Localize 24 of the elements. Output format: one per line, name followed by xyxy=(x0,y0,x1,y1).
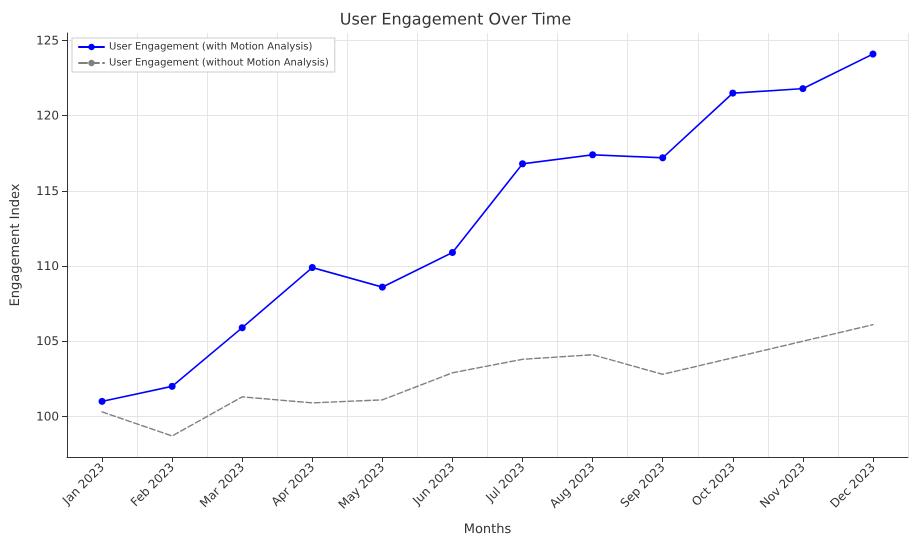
point xyxy=(589,151,596,158)
point xyxy=(238,324,246,332)
point xyxy=(729,90,736,97)
legend-label: User Engagement (with Motion Analysis) xyxy=(109,42,313,52)
point xyxy=(378,284,386,291)
point xyxy=(98,398,106,405)
y-tick-label: 120 xyxy=(36,108,59,123)
point xyxy=(168,382,176,390)
y-tick-label: 100 xyxy=(36,409,59,424)
point xyxy=(519,160,526,168)
line-series xyxy=(101,324,874,437)
chart-title: User Engagement Over Time xyxy=(340,10,572,28)
legend-label: User Engagement (without Motion Analysis) xyxy=(109,58,329,68)
point xyxy=(659,154,666,162)
x-axis-title: Months xyxy=(464,522,512,537)
point xyxy=(869,50,876,58)
y-axis-title: Engagement Index xyxy=(8,183,23,306)
y-tick-label: 115 xyxy=(36,184,59,198)
point xyxy=(799,85,806,92)
point xyxy=(448,249,456,256)
y-tick-label: 110 xyxy=(36,259,59,274)
point xyxy=(308,264,316,272)
y-tick-label: 125 xyxy=(36,34,59,48)
y-tick-label: 105 xyxy=(36,334,59,348)
